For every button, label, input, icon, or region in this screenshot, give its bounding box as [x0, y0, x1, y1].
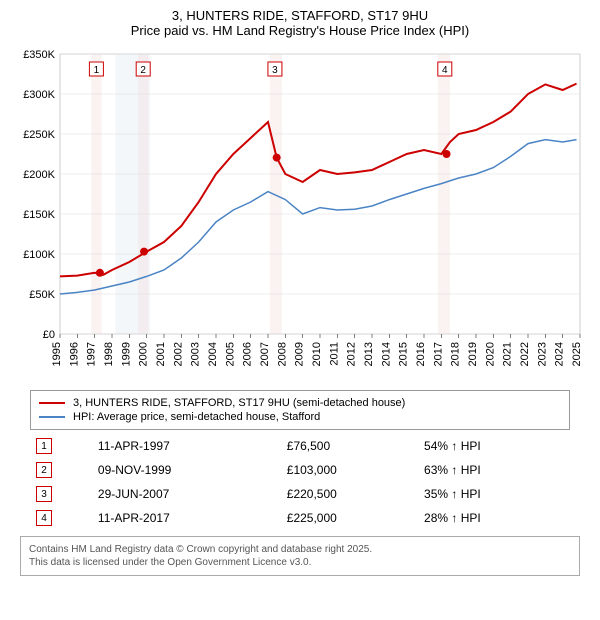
title-line-2: Price paid vs. HM Land Registry's House …: [0, 23, 600, 38]
x-tick-label: 1995: [51, 342, 63, 366]
marker-cell-price: £103,000: [281, 458, 418, 482]
y-tick-label: £250K: [23, 129, 55, 141]
marker-cell-price: £220,500: [281, 482, 418, 506]
table-row: 3 29-JUN-2007£220,50035% ↑ HPI: [30, 482, 570, 506]
x-tick-label: 2008: [276, 342, 288, 366]
x-tick-label: 2018: [450, 342, 462, 366]
x-tick-label: 2006: [242, 342, 254, 366]
sale-point: [140, 248, 148, 256]
marker-cell-price: £76,500: [281, 434, 418, 458]
marker-cell-date: 29-JUN-2007: [92, 482, 281, 506]
x-tick-label: 2019: [467, 342, 479, 366]
x-tick-label: 2002: [172, 342, 184, 366]
marker-cell-date: 11-APR-2017: [92, 506, 281, 530]
data-attribution-footer: Contains HM Land Registry data © Crown c…: [20, 536, 580, 576]
legend-row: 3, HUNTERS RIDE, STAFFORD, ST17 9HU (sem…: [39, 397, 561, 409]
x-tick-label: 2016: [415, 342, 427, 366]
x-tick-label: 2023: [536, 342, 548, 366]
marker-cell-num: 3: [30, 482, 92, 506]
x-tick-label: 2012: [346, 342, 358, 366]
x-tick-label: 2014: [380, 342, 392, 366]
marker-cell-num: 4: [30, 506, 92, 530]
legend-row: HPI: Average price, semi-detached house,…: [39, 411, 561, 423]
marker-badge: 2: [36, 462, 52, 478]
marker-cell-date: 09-NOV-1999: [92, 458, 281, 482]
marker-cell-delta: 63% ↑ HPI: [418, 458, 570, 482]
chart-area: £0 £50K £100K £150K £200K £250K £300K £350K 1995…: [10, 44, 590, 384]
x-tick-label: 2025: [571, 342, 583, 366]
table-row: 4 11-APR-2017£225,00028% ↑ HPI: [30, 506, 570, 530]
flag-badge-num: 2: [140, 65, 146, 76]
y-tick-label: £0: [43, 329, 55, 341]
footer-line-1: Contains HM Land Registry data © Crown c…: [29, 543, 571, 556]
marker-badge: 4: [36, 510, 52, 526]
x-tick-label: 2005: [224, 342, 236, 366]
x-tick-label: 2022: [519, 342, 531, 366]
marker-cell-delta: 54% ↑ HPI: [418, 434, 570, 458]
x-tick-label: 2024: [554, 342, 566, 366]
marker-cell-delta: 35% ↑ HPI: [418, 482, 570, 506]
y-tick-label: £50K: [29, 289, 55, 301]
x-tick-label: 1998: [103, 342, 115, 366]
x-tick-label: 2015: [398, 342, 410, 366]
x-tick-label: 2017: [432, 342, 444, 366]
marker-cell-num: 2: [30, 458, 92, 482]
marker-cell-date: 11-APR-1997: [92, 434, 281, 458]
marker-badge: 1: [36, 438, 52, 454]
table-row: 2 09-NOV-1999£103,00063% ↑ HPI: [30, 458, 570, 482]
chart-title-block: 3, HUNTERS RIDE, STAFFORD, ST17 9HU Pric…: [0, 8, 600, 38]
marker-cell-num: 1: [30, 434, 92, 458]
x-tick-label: 2011: [328, 342, 340, 366]
x-tick-label: 2013: [363, 342, 375, 366]
x-tick-label: 2021: [502, 342, 514, 366]
legend-label: 3, HUNTERS RIDE, STAFFORD, ST17 9HU (sem…: [73, 397, 405, 409]
legend-box: 3, HUNTERS RIDE, STAFFORD, ST17 9HU (sem…: [30, 390, 570, 430]
y-tick-label: £200K: [23, 169, 55, 181]
sale-point: [443, 150, 451, 158]
legend-label: HPI: Average price, semi-detached house,…: [73, 411, 320, 423]
marker-cell-price: £225,000: [281, 506, 418, 530]
flag-badge-num: 1: [94, 65, 100, 76]
sale-point: [273, 154, 281, 162]
y-tick-label: £350K: [23, 49, 55, 61]
footer-line-2: This data is licensed under the Open Gov…: [29, 556, 571, 569]
sale-point: [96, 269, 104, 277]
title-line-1: 3, HUNTERS RIDE, STAFFORD, ST17 9HU: [0, 8, 600, 23]
x-tick-label: 2007: [259, 342, 271, 366]
x-tick-label: 1999: [120, 342, 132, 366]
x-tick-label: 2004: [207, 342, 219, 366]
x-tick-label: 2020: [484, 342, 496, 366]
x-tick-label: 2010: [311, 342, 323, 366]
legend-swatch: [39, 402, 65, 404]
x-tick-label: 2000: [138, 342, 150, 366]
x-tick-label: 2003: [190, 342, 202, 366]
table-row: 1 11-APR-1997£76,50054% ↑ HPI: [30, 434, 570, 458]
sales-markers-table: 1 11-APR-1997£76,50054% ↑ HPI 2 09-NOV-1999…: [30, 434, 570, 530]
y-tick-label: £150K: [23, 209, 55, 221]
x-tick-label: 1997: [86, 342, 98, 366]
marker-badge: 3: [36, 486, 52, 502]
x-tick-label: 2009: [294, 342, 306, 366]
flag-badge-num: 4: [442, 65, 448, 76]
y-tick-label: £300K: [23, 89, 55, 101]
x-tick-label: 2001: [155, 342, 167, 366]
line-chart-svg: £0 £50K £100K £150K £200K £250K £300K £350K 1995…: [10, 44, 590, 384]
legend-swatch: [39, 416, 65, 418]
flag-badge-num: 3: [272, 65, 278, 76]
x-tick-label: 1996: [68, 342, 80, 366]
y-tick-label: £100K: [23, 249, 55, 261]
marker-cell-delta: 28% ↑ HPI: [418, 506, 570, 530]
